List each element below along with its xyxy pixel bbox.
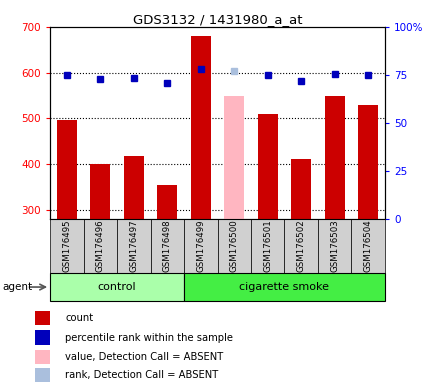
Bar	[357, 105, 378, 219]
Text: GSM176502: GSM176502	[296, 219, 305, 272]
Bar	[324, 96, 344, 219]
Title: GDS3132 / 1431980_a_at: GDS3132 / 1431980_a_at	[132, 13, 302, 26]
Bar	[117, 219, 150, 273]
Bar	[290, 159, 311, 219]
Bar	[257, 114, 277, 219]
Text: GSM176498: GSM176498	[162, 219, 171, 272]
Text: GSM176500: GSM176500	[229, 219, 238, 272]
Bar	[35, 350, 50, 364]
Bar	[35, 368, 50, 382]
Bar	[284, 219, 317, 273]
Text: value, Detection Call = ABSENT: value, Detection Call = ABSENT	[65, 352, 223, 362]
Bar	[35, 311, 50, 325]
Bar	[157, 185, 177, 219]
Text: GSM176497: GSM176497	[129, 219, 138, 272]
Bar	[184, 219, 217, 273]
Bar	[184, 273, 384, 301]
Bar	[50, 273, 184, 301]
Bar	[123, 156, 144, 219]
Bar	[150, 219, 184, 273]
Text: agent: agent	[2, 282, 32, 292]
Bar	[217, 219, 250, 273]
Text: count: count	[65, 313, 93, 323]
Text: GSM176501: GSM176501	[263, 219, 272, 272]
Text: cigarette smoke: cigarette smoke	[239, 282, 329, 292]
Bar	[50, 219, 83, 273]
Bar	[317, 219, 351, 273]
Text: GSM176499: GSM176499	[196, 220, 205, 272]
Bar	[351, 219, 384, 273]
Bar	[90, 164, 110, 219]
Text: GSM176503: GSM176503	[329, 219, 339, 272]
Text: GSM176496: GSM176496	[95, 219, 105, 272]
Text: percentile rank within the sample: percentile rank within the sample	[65, 333, 233, 343]
Bar	[224, 96, 244, 219]
Bar	[56, 120, 77, 219]
Text: GSM176495: GSM176495	[62, 219, 71, 272]
Text: control: control	[98, 282, 136, 292]
Text: GSM176504: GSM176504	[363, 219, 372, 272]
Bar	[250, 219, 284, 273]
Bar	[190, 36, 210, 219]
Text: rank, Detection Call = ABSENT: rank, Detection Call = ABSENT	[65, 370, 218, 380]
Bar	[83, 219, 117, 273]
Bar	[35, 331, 50, 345]
